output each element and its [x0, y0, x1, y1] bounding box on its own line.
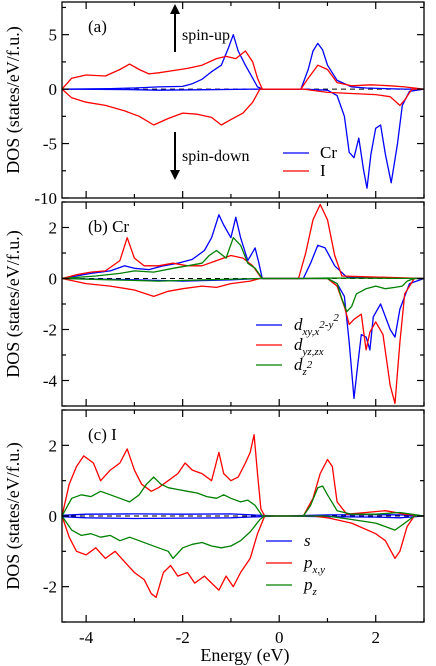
- y-tick-label: 2: [49, 436, 58, 455]
- legend-entry-1: s: [304, 531, 311, 550]
- legend: CrI: [283, 143, 337, 180]
- x-axis-label: Energy (eV): [200, 645, 289, 666]
- legend-entry-2: dyz,zx: [294, 335, 324, 358]
- panel-label: (c) I: [88, 425, 117, 444]
- y-tick-label: 5: [49, 26, 58, 45]
- legend: s px,ypz: [266, 531, 325, 598]
- y-axis-label: DOS (states/eV/f.u.): [3, 230, 24, 377]
- panel-3: -2 0 2 -4 -2 0 2 Energy (eV) DOS (states/eV/f.u.…: [3, 409, 425, 666]
- panel-label: (b) Cr: [88, 217, 129, 236]
- x-tick-label: -4: [79, 628, 94, 647]
- y-tick-label: 0: [49, 507, 58, 526]
- series-line-3-down: [61, 515, 424, 560]
- y-axis-label: DOS (states/eV/f.u.): [3, 442, 24, 589]
- series-line-1-down: [61, 515, 425, 520]
- series-line-2-up: [61, 203, 425, 280]
- series-line-1-up: [61, 34, 424, 90]
- series-line-2-up: [61, 434, 425, 517]
- series-line-2-up: [61, 50, 425, 90]
- x-tick-label: 2: [371, 628, 380, 647]
- legend-entry-2: px,y: [303, 553, 325, 576]
- plot-frame: [61, 1, 425, 199]
- legend-entry-3: pz: [303, 575, 318, 598]
- spin-down-arrowhead: [170, 170, 180, 180]
- legend-entry-2: I: [320, 161, 326, 180]
- series-line-3-down: [61, 277, 424, 313]
- y-axis-label: DOS (states/eV/f.u.): [3, 26, 24, 173]
- series-line-2-down: [61, 88, 424, 126]
- legend-entry-1: Cr: [320, 143, 337, 162]
- y-tick-label: 2: [49, 219, 58, 238]
- y-tick-label: -4: [43, 372, 58, 391]
- spin-up-arrowhead: [170, 4, 180, 14]
- y-tick-label: 0: [49, 270, 58, 289]
- y-tick-label: -10: [34, 189, 57, 208]
- annotation-spin-down: spin-down: [182, 148, 250, 165]
- series-line-1-down: [61, 277, 425, 400]
- y-tick-label: -2: [43, 321, 57, 340]
- y-tick-label: -5: [43, 135, 57, 154]
- annotation-spin-up: spin-up: [182, 27, 230, 44]
- series-line-1-up: [61, 214, 425, 280]
- x-tick-label: -2: [176, 628, 190, 647]
- panel-label: (a): [88, 17, 107, 36]
- panel-2: -4 -2 0 2 DOS (states/eV/f.u.) (b) Cr dxy,x2-y…: [3, 201, 425, 407]
- legend-entry-1: dxy,x2-y2: [294, 312, 339, 338]
- legend-entry-3: dz2: [294, 355, 313, 378]
- y-tick-label: 0: [49, 80, 58, 99]
- x-tick-label: 0: [275, 628, 284, 647]
- y-tick-label: -2: [43, 578, 57, 597]
- series-line-2-down: [61, 277, 424, 405]
- series-line-1-down: [61, 88, 425, 189]
- series-line-2-down: [61, 515, 424, 598]
- series-line-3-up: [61, 476, 425, 517]
- annotations: spin-up spin-down: [170, 4, 250, 180]
